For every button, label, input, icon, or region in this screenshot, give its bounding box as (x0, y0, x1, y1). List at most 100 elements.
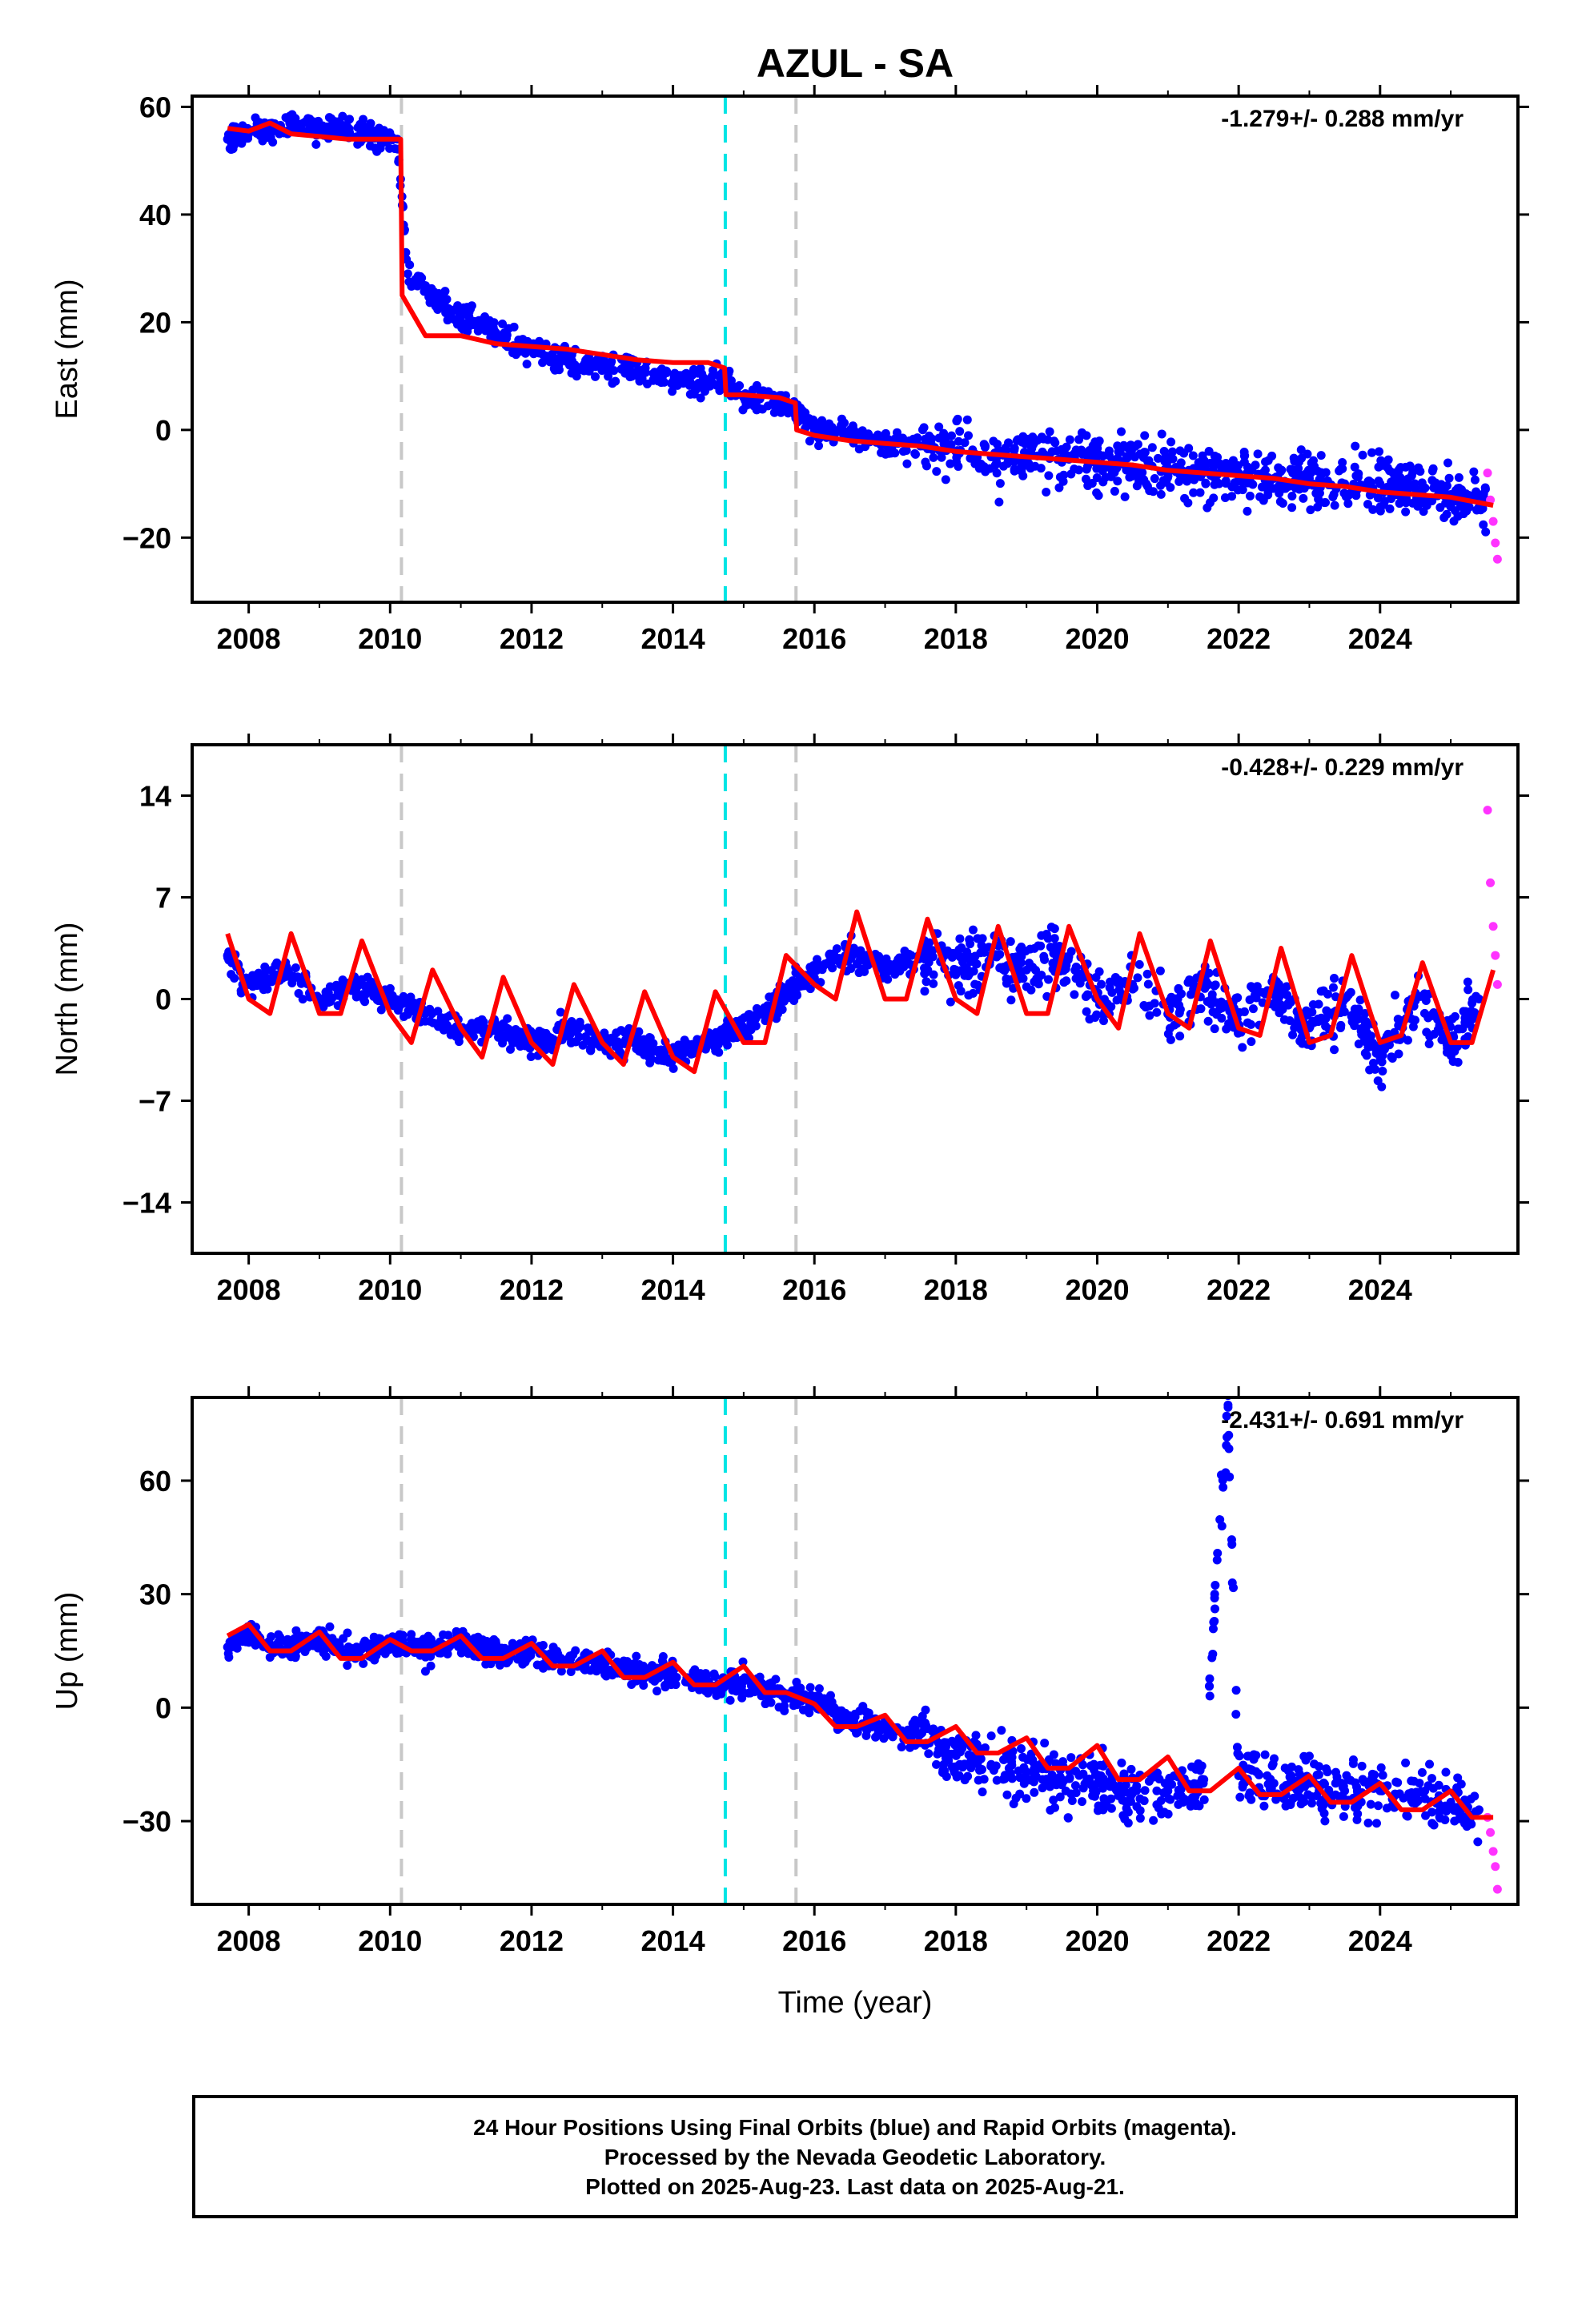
final-orbit-point (1307, 1007, 1317, 1017)
final-orbit-point (881, 428, 890, 438)
final-orbit-point (1176, 1784, 1186, 1794)
x-tick-label: 2012 (500, 1273, 564, 1306)
final-orbit-point (828, 963, 837, 973)
final-orbit-point (1188, 451, 1198, 460)
final-orbit-point (1094, 1801, 1103, 1811)
final-orbit-point (465, 1026, 475, 1035)
final-orbit-point (645, 1043, 655, 1052)
final-orbit-point (1133, 440, 1142, 449)
final-orbit-point (960, 952, 970, 962)
final-orbit-point (758, 1009, 768, 1019)
final-orbit-point (489, 1634, 499, 1644)
final-orbit-point (850, 947, 860, 957)
final-orbit-point (1067, 1796, 1077, 1806)
final-orbit-point (1306, 505, 1315, 515)
final-orbit-point (741, 400, 751, 410)
final-orbit-point (1090, 1012, 1100, 1022)
final-orbit-point (327, 114, 336, 123)
final-orbit-point (1401, 483, 1411, 493)
final-orbit-point (1120, 492, 1130, 501)
final-orbit-point (1450, 1011, 1460, 1021)
final-orbit-point (611, 376, 620, 386)
final-orbit-point (1174, 1007, 1184, 1017)
y-tick-label: −7 (139, 1085, 171, 1118)
final-orbit-point (1362, 1051, 1371, 1060)
final-orbit-point (1310, 1759, 1319, 1769)
final-orbit-point (1297, 453, 1307, 463)
caption-line-1: 24 Hour Positions Using Final Orbits (bl… (473, 2114, 1237, 2140)
final-orbit-point (1133, 973, 1142, 983)
final-orbit-point (1354, 1039, 1363, 1049)
final-orbit-point (1229, 1583, 1239, 1593)
final-orbit-point (1123, 1818, 1133, 1827)
final-orbit-point (715, 386, 725, 396)
final-orbit-point (575, 1017, 584, 1027)
final-orbit-point (1227, 459, 1236, 468)
final-orbit-point (696, 393, 705, 403)
final-orbit-point (526, 1051, 536, 1061)
final-orbit-point (1139, 448, 1149, 457)
final-orbit-point (566, 1667, 576, 1677)
final-orbit-point (606, 359, 616, 368)
final-orbit-point (359, 995, 368, 1004)
x-tick-label: 2020 (1065, 622, 1129, 655)
final-orbit-point (1425, 1031, 1435, 1041)
final-orbit-point (1329, 974, 1339, 983)
final-orbit-point (1246, 1765, 1255, 1775)
final-orbit-point (1441, 1767, 1451, 1777)
final-orbit-point (940, 1738, 950, 1747)
final-orbit-point (1044, 471, 1054, 480)
x-tick-label: 2014 (641, 1924, 705, 1957)
final-orbit-point (1417, 1767, 1427, 1777)
final-orbit-point (1024, 434, 1034, 444)
final-orbit-point (1290, 456, 1299, 466)
final-orbit-point (1066, 1753, 1076, 1763)
final-orbit-point (954, 461, 963, 471)
final-orbit-point (1287, 1771, 1296, 1780)
final-orbit-point (761, 1699, 770, 1709)
final-orbit-point (881, 955, 891, 965)
final-orbit-point (343, 1628, 352, 1638)
final-orbit-point (1017, 951, 1026, 961)
velocity-label: -2.431+/- 0.691 mm/yr (1221, 1407, 1464, 1433)
final-orbit-point (1443, 458, 1453, 468)
final-orbit-point (1191, 1791, 1200, 1801)
rapid-orbit-point (1492, 554, 1502, 564)
final-orbit-point (840, 418, 849, 428)
final-orbit-point (1470, 475, 1480, 485)
final-orbit-point (1070, 990, 1079, 999)
final-orbit-point (989, 1763, 998, 1772)
final-orbit-point (423, 1638, 432, 1647)
final-orbit-point (1030, 943, 1039, 953)
final-orbit-point (1165, 1773, 1174, 1783)
final-orbit-point (1156, 489, 1166, 499)
final-orbit-point (1351, 441, 1360, 451)
final-orbit-point (805, 984, 815, 994)
final-orbit-point (964, 431, 974, 440)
final-orbit-point (1195, 1801, 1204, 1811)
final-orbit-point (1464, 502, 1474, 512)
final-orbit-point (966, 1756, 976, 1766)
final-orbit-point (1427, 1807, 1436, 1817)
final-orbit-point (1052, 446, 1062, 456)
final-orbit-point (1472, 991, 1481, 1001)
final-orbit-point (674, 374, 684, 384)
final-orbit-point (1373, 493, 1383, 503)
final-orbit-point (995, 479, 1005, 489)
final-orbit-point (1460, 1018, 1470, 1027)
final-orbit-point (1357, 1761, 1367, 1771)
model-curve (225, 909, 1496, 1075)
final-orbit-point (1454, 472, 1464, 482)
final-orbit-point (631, 369, 640, 379)
final-orbit-point (652, 1687, 662, 1696)
final-orbit-point (1353, 1809, 1363, 1819)
final-orbit-point (1447, 1047, 1456, 1057)
final-orbit-point (946, 997, 955, 1007)
final-orbit-point (855, 956, 865, 966)
final-orbit-point (343, 115, 353, 125)
final-orbit-point (343, 1642, 353, 1652)
final-orbit-point (1152, 1007, 1162, 1017)
final-orbit-point (556, 1667, 566, 1676)
final-orbit-point (970, 951, 980, 961)
final-orbit-point (303, 114, 313, 123)
